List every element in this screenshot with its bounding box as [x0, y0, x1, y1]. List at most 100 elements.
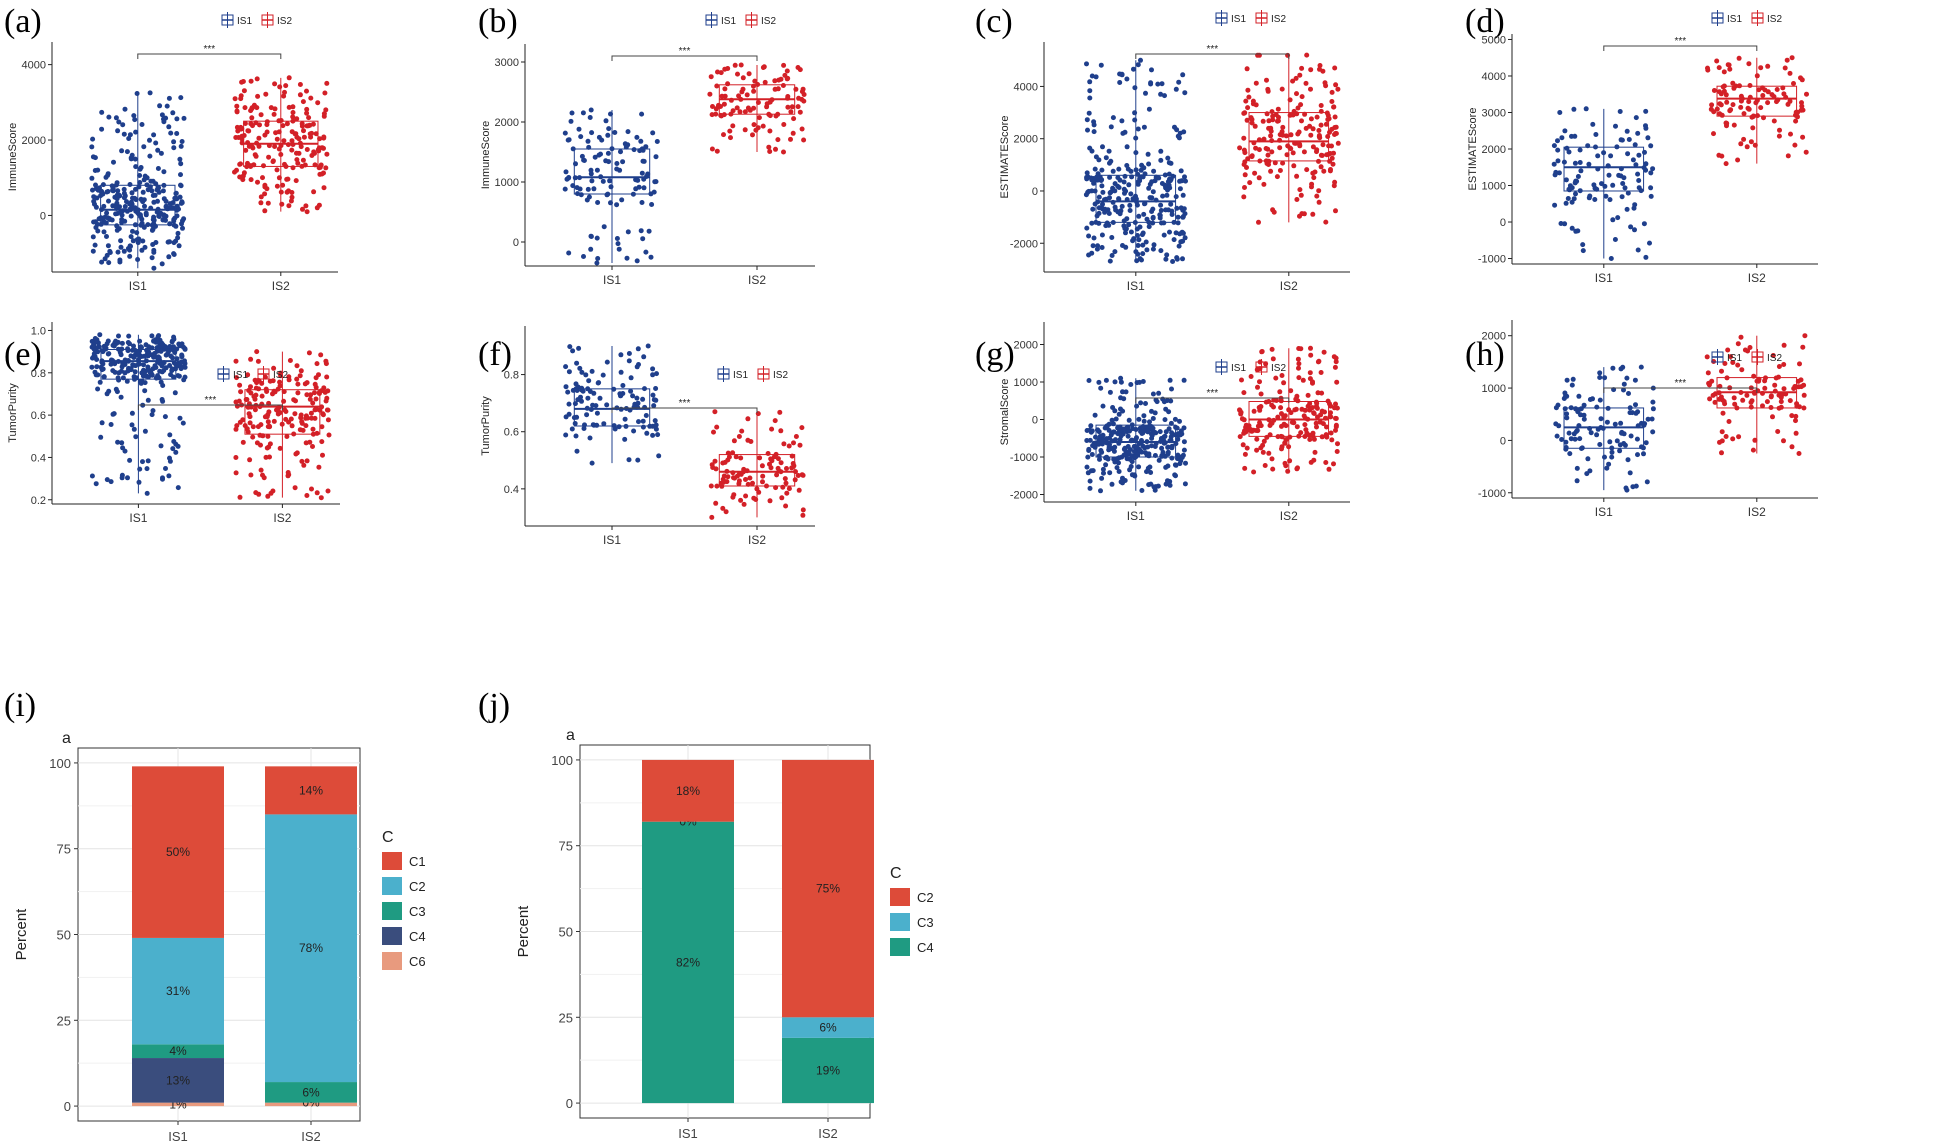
- data-point: [1099, 167, 1105, 173]
- data-point: [117, 204, 122, 210]
- data-point: [751, 122, 757, 128]
- data-point: [1632, 377, 1638, 383]
- data-point: [289, 138, 295, 144]
- bar-segment: [132, 1044, 224, 1059]
- data-point: [650, 130, 656, 136]
- data-point: [171, 251, 177, 257]
- data-point: [323, 107, 329, 113]
- data-point: [641, 185, 647, 191]
- data-point: [1332, 114, 1338, 120]
- data-point: [1552, 172, 1558, 178]
- data-point: [1277, 145, 1283, 151]
- data-point: [643, 413, 649, 418]
- data-point: [1165, 207, 1171, 213]
- data-point: [319, 145, 325, 151]
- legend-label: IS2: [761, 16, 776, 27]
- data-point: [1090, 206, 1096, 212]
- data-point: [1157, 429, 1163, 435]
- data-point: [276, 129, 282, 135]
- data-point: [1333, 208, 1338, 214]
- data-point: [127, 132, 133, 138]
- data-point: [286, 203, 292, 209]
- data-point: [1145, 428, 1151, 434]
- data-point: [312, 390, 317, 396]
- data-point: [1602, 183, 1608, 189]
- legend-label: IS1: [233, 370, 248, 381]
- data-point: [600, 178, 606, 184]
- y-axis-label: StromalScore: [999, 379, 1011, 446]
- data-point: [299, 419, 305, 425]
- data-point: [1746, 99, 1752, 105]
- data-point: [1724, 123, 1729, 129]
- data-point: [141, 353, 147, 359]
- data-point: [151, 265, 157, 271]
- data-point: [654, 139, 660, 144]
- data-point: [1753, 100, 1759, 106]
- data-point: [1269, 456, 1275, 462]
- data-point: [631, 428, 637, 434]
- data-point: [314, 430, 320, 436]
- data-point: [120, 361, 126, 367]
- data-point: [1249, 117, 1255, 122]
- data-point: [1269, 420, 1275, 426]
- data-point: [1125, 444, 1131, 449]
- data-point: [777, 409, 783, 415]
- data-point: [707, 91, 713, 97]
- data-point: [174, 356, 180, 362]
- data-point: [91, 198, 97, 204]
- data-point: [1131, 449, 1137, 454]
- data-point: [262, 374, 268, 380]
- data-point: [113, 211, 119, 217]
- jitter-points: [1704, 333, 1808, 456]
- jitter-points: [708, 409, 806, 520]
- data-point: [1610, 217, 1616, 223]
- data-point: [793, 469, 798, 475]
- data-point: [309, 415, 315, 421]
- data-point: [151, 217, 157, 223]
- data-point: [151, 353, 157, 359]
- data-point: [153, 365, 159, 370]
- data-point: [1747, 345, 1753, 350]
- y-tick-label: 0: [1500, 217, 1506, 229]
- data-point: [625, 129, 631, 135]
- data-point: [1711, 88, 1717, 93]
- data-point: [297, 427, 303, 433]
- legend-label: C3: [409, 904, 426, 919]
- data-point: [1307, 407, 1313, 413]
- data-point: [308, 392, 314, 398]
- data-point: [1322, 80, 1328, 86]
- data-point: [1172, 462, 1178, 468]
- data-point: [301, 134, 307, 140]
- data-point: [1591, 182, 1597, 188]
- data-point: [574, 185, 580, 191]
- data-point: [1179, 178, 1185, 184]
- data-point: [1287, 112, 1293, 118]
- x-tick-label: IS1: [678, 1126, 698, 1141]
- y-tick-label: 2000: [1482, 144, 1506, 156]
- bar-segment-label: 31%: [166, 984, 190, 998]
- data-point: [1626, 137, 1632, 142]
- data-point: [324, 80, 330, 86]
- data-point: [1334, 405, 1340, 411]
- data-point: [157, 103, 163, 109]
- data-point: [153, 375, 159, 381]
- y-axis-label: TumorPurity: [480, 396, 492, 456]
- data-point: [147, 184, 153, 190]
- data-point: [137, 166, 143, 172]
- data-point: [1755, 113, 1760, 119]
- data-point: [1564, 145, 1570, 151]
- data-point: [139, 122, 145, 127]
- data-point: [105, 172, 111, 178]
- data-point: [579, 387, 585, 393]
- data-point: [784, 466, 789, 471]
- data-point: [1800, 344, 1806, 350]
- data-point: [247, 414, 253, 419]
- data-point: [297, 373, 303, 379]
- data-point: [1177, 461, 1183, 467]
- data-point: [1132, 117, 1138, 123]
- data-point: [1795, 114, 1800, 120]
- jitter-points: [707, 62, 807, 155]
- data-point: [1781, 438, 1786, 444]
- data-point: [1723, 161, 1729, 167]
- data-point: [1116, 196, 1122, 202]
